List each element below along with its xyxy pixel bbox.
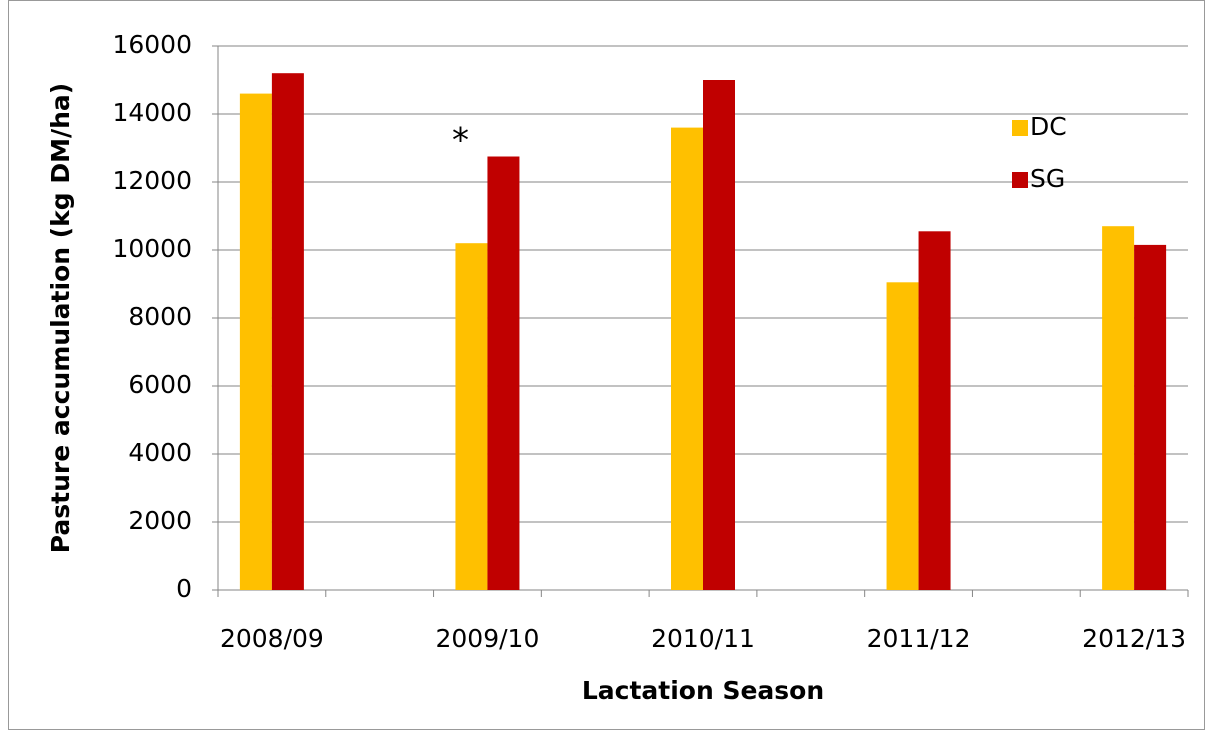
- y-tick-label: 0: [176, 574, 192, 603]
- y-tick-label: 16000: [112, 30, 192, 59]
- bar: [239, 93, 272, 590]
- y-tick-label: 8000: [128, 302, 192, 331]
- x-axis-title: Lactation Season: [582, 676, 824, 705]
- legend-swatch: [1012, 120, 1028, 136]
- bar: [455, 243, 488, 590]
- x-tick-label: 2008/09: [220, 624, 324, 653]
- y-tick-label: 6000: [128, 370, 192, 399]
- bar: [918, 231, 951, 591]
- annotation: *: [452, 121, 469, 161]
- bar: [487, 156, 520, 590]
- chart-border: [8, 0, 1205, 730]
- y-tick-label: 14000: [112, 98, 192, 127]
- y-axis-title: Pasture accumulation (kg DM/ha): [46, 83, 75, 553]
- bar: [886, 282, 919, 590]
- y-tick-label: 2000: [128, 506, 192, 535]
- legend-label: DC: [1030, 112, 1067, 141]
- y-tick-label: 10000: [112, 234, 192, 263]
- x-tick-label: 2009/10: [436, 624, 540, 653]
- x-tick-label: 2010/11: [651, 624, 755, 653]
- legend-label: SG: [1030, 164, 1065, 193]
- x-tick-label: 2011/12: [867, 624, 971, 653]
- x-tick-label: 2012/13: [1082, 624, 1186, 653]
- bar: [271, 73, 304, 590]
- y-tick-label: 4000: [128, 438, 192, 467]
- bar: [671, 127, 703, 590]
- bar: [703, 80, 735, 590]
- legend-swatch: [1012, 172, 1028, 188]
- y-tick-label: 12000: [112, 166, 192, 195]
- bar: [1102, 226, 1135, 590]
- bar: [1134, 244, 1167, 590]
